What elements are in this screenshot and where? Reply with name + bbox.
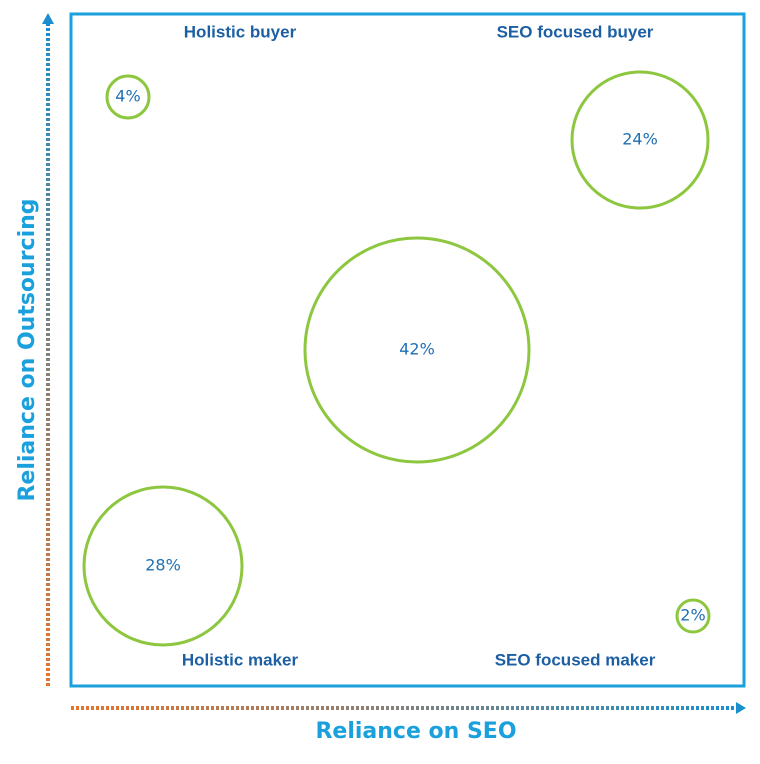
x-axis-arrowhead: [736, 702, 746, 714]
bubble-label: 4%: [115, 87, 140, 106]
bubble: [675, 598, 711, 634]
quadrant-label: Holistic maker: [182, 650, 299, 669]
bubble: [82, 485, 244, 647]
quadrant-label: SEO focused buyer: [497, 22, 654, 41]
bubble: [105, 74, 151, 120]
x-axis-arrow: [71, 706, 736, 710]
x-axis-label: Reliance on SEO: [315, 719, 516, 744]
quadrant-label: SEO focused maker: [495, 650, 656, 669]
bubble-label: 24%: [622, 130, 658, 149]
y-axis-arrow: [46, 24, 50, 686]
bubble: [303, 236, 531, 464]
frame: [69, 12, 746, 688]
bubbles: 4% 24% 42% 28% 2%: [82, 70, 711, 647]
bubble-label: 2%: [680, 606, 705, 625]
bubble-label: 28%: [145, 556, 181, 575]
y-axis-arrowhead: [42, 13, 54, 24]
quadrant-label: Holistic buyer: [184, 22, 297, 41]
bubble: [570, 70, 710, 210]
y-axis-label: Reliance on Outsourcing: [15, 198, 40, 501]
bubble-label: 42%: [399, 340, 435, 359]
